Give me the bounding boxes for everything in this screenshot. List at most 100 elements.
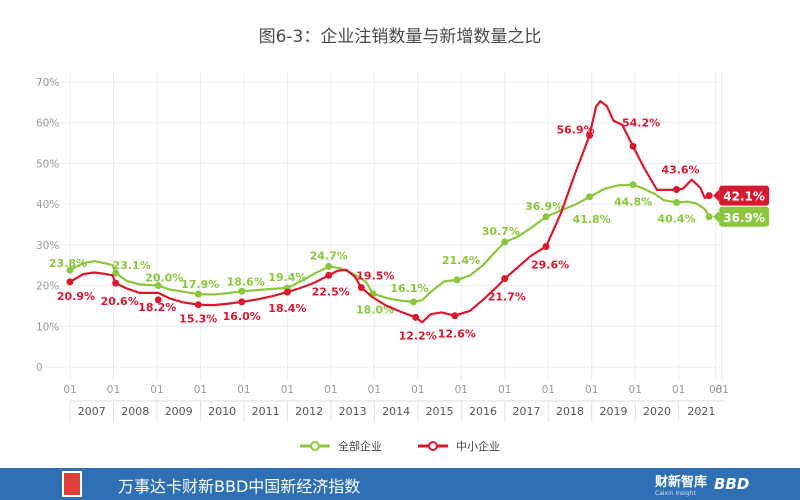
data-point xyxy=(66,278,74,286)
data-label: 56.9% xyxy=(556,123,594,136)
data-point xyxy=(357,284,365,292)
year-label: 2008 xyxy=(121,405,149,418)
data-label: 12.6% xyxy=(438,328,476,341)
caixin-brand: 财新智库 xyxy=(655,475,708,490)
data-point xyxy=(673,185,681,193)
data-label: 21.4% xyxy=(442,254,480,267)
badge-label: 42.1% xyxy=(723,190,765,204)
x-tick-label: 01 xyxy=(237,384,250,396)
data-point xyxy=(283,288,291,296)
y-tick-label: 60% xyxy=(36,118,59,130)
year-label: 2007 xyxy=(78,405,106,418)
legend-swatch-marker xyxy=(428,441,438,451)
year-label: 2011 xyxy=(252,405,280,418)
y-axis: 0 10% 20% 30% 40% 50% 60% 70% xyxy=(36,77,59,374)
data-label: 43.6% xyxy=(661,163,699,176)
data-point xyxy=(705,192,713,200)
data-label: 18.0% xyxy=(356,304,394,317)
x-tick-label: 01 xyxy=(281,384,294,396)
x-tick-label: 01 xyxy=(455,384,468,396)
index-logo-icon xyxy=(62,471,82,497)
data-point xyxy=(154,282,162,290)
data-label: 23.1% xyxy=(113,259,151,272)
x-tick-label: 01 xyxy=(107,384,120,396)
data-label: 15.3% xyxy=(179,313,217,326)
y-tick-label: 10% xyxy=(36,321,59,333)
data-point xyxy=(629,181,637,189)
data-point xyxy=(501,275,509,283)
data-label: 20.6% xyxy=(101,295,139,308)
data-label: 22.5% xyxy=(312,285,350,298)
x-tick-label: 01 xyxy=(324,384,337,396)
data-label: 21.7% xyxy=(488,291,526,304)
data-point xyxy=(586,193,594,201)
x-tick-label: 01 xyxy=(368,384,381,396)
caixin-brand-sub: Caixin Insight xyxy=(655,490,696,497)
data-point xyxy=(112,279,120,287)
legend-swatch-marker xyxy=(310,441,320,451)
x-tick-label: 01 xyxy=(542,384,555,396)
badge-label: 36.9% xyxy=(723,211,765,225)
x-tick-label: 01 xyxy=(585,384,598,396)
data-point xyxy=(325,271,333,279)
y-tick-label: 20% xyxy=(36,281,59,293)
data-label: 12.2% xyxy=(399,329,437,342)
data-label: 18.6% xyxy=(227,275,265,288)
x-tick-label: 08 xyxy=(709,384,722,396)
grid xyxy=(38,72,724,422)
badge-pointer xyxy=(713,210,720,223)
data-point xyxy=(154,296,162,304)
series-layer: 23.8% 23.1%20.0%17.9% 18.6% 19.4% 24.7% 18.0%… xyxy=(49,100,770,342)
y-tick-label: 50% xyxy=(36,158,59,170)
year-label: 2017 xyxy=(513,405,541,418)
x-tick-label: 01 xyxy=(715,384,728,396)
data-point xyxy=(238,287,246,295)
data-point xyxy=(453,276,461,284)
data-label: 19.4% xyxy=(268,271,306,284)
x-tick-label: 01 xyxy=(498,384,511,396)
chart-title: 图6-3：企业注销数量与新增数量之比 xyxy=(259,27,542,47)
year-label: 2015 xyxy=(426,405,454,418)
data-label: 44.8% xyxy=(614,196,652,209)
data-point xyxy=(66,266,74,274)
legend-item: 全部企业 xyxy=(300,439,382,453)
data-point xyxy=(412,313,420,321)
badge-box xyxy=(719,206,770,227)
end-value-badge: 36.9% xyxy=(713,206,770,227)
data-label: 30.7% xyxy=(482,225,520,238)
data-label: 54.2% xyxy=(622,116,660,129)
year-label: 2012 xyxy=(295,405,323,418)
series-line xyxy=(68,100,711,324)
badge-pointer xyxy=(713,189,720,202)
bbd-brand: BBD xyxy=(714,475,750,493)
data-point xyxy=(112,269,120,277)
year-label: 2013 xyxy=(339,405,367,418)
legend-item: 中小企业 xyxy=(418,439,500,453)
data-label: 19.5% xyxy=(356,270,394,283)
data-label: 16.1% xyxy=(390,282,428,295)
x-tick-label: 01 xyxy=(411,384,424,396)
badge-box xyxy=(719,185,770,206)
legend-label: 全部企业 xyxy=(338,439,382,453)
x-tick-label: 01 xyxy=(150,384,163,396)
x-tick-label: 01 xyxy=(194,384,207,396)
data-point xyxy=(542,213,550,221)
data-label: 41.8% xyxy=(572,213,610,226)
y-tick-label: 40% xyxy=(36,199,59,211)
data-point xyxy=(542,242,550,250)
year-label: 2010 xyxy=(208,405,236,418)
data-point xyxy=(238,298,246,306)
data-point xyxy=(194,301,202,309)
data-label: 18.2% xyxy=(138,301,176,314)
year-label: 2020 xyxy=(643,405,671,418)
legend-label: 中小企业 xyxy=(456,439,500,453)
y-tick-label: 0 xyxy=(36,362,43,374)
data-label: 23.8% xyxy=(49,257,87,270)
year-label: 2009 xyxy=(165,405,193,418)
data-label: 16.0% xyxy=(223,310,261,323)
data-point xyxy=(451,312,459,320)
y-tick-label: 70% xyxy=(36,77,59,89)
footer-bar: 万事达卡财新BBD中国新经济指数 财新智库 Caixin Insight BBD xyxy=(0,468,800,500)
data-point xyxy=(194,290,202,298)
legend: 全部企业 中小企业 xyxy=(300,439,500,453)
